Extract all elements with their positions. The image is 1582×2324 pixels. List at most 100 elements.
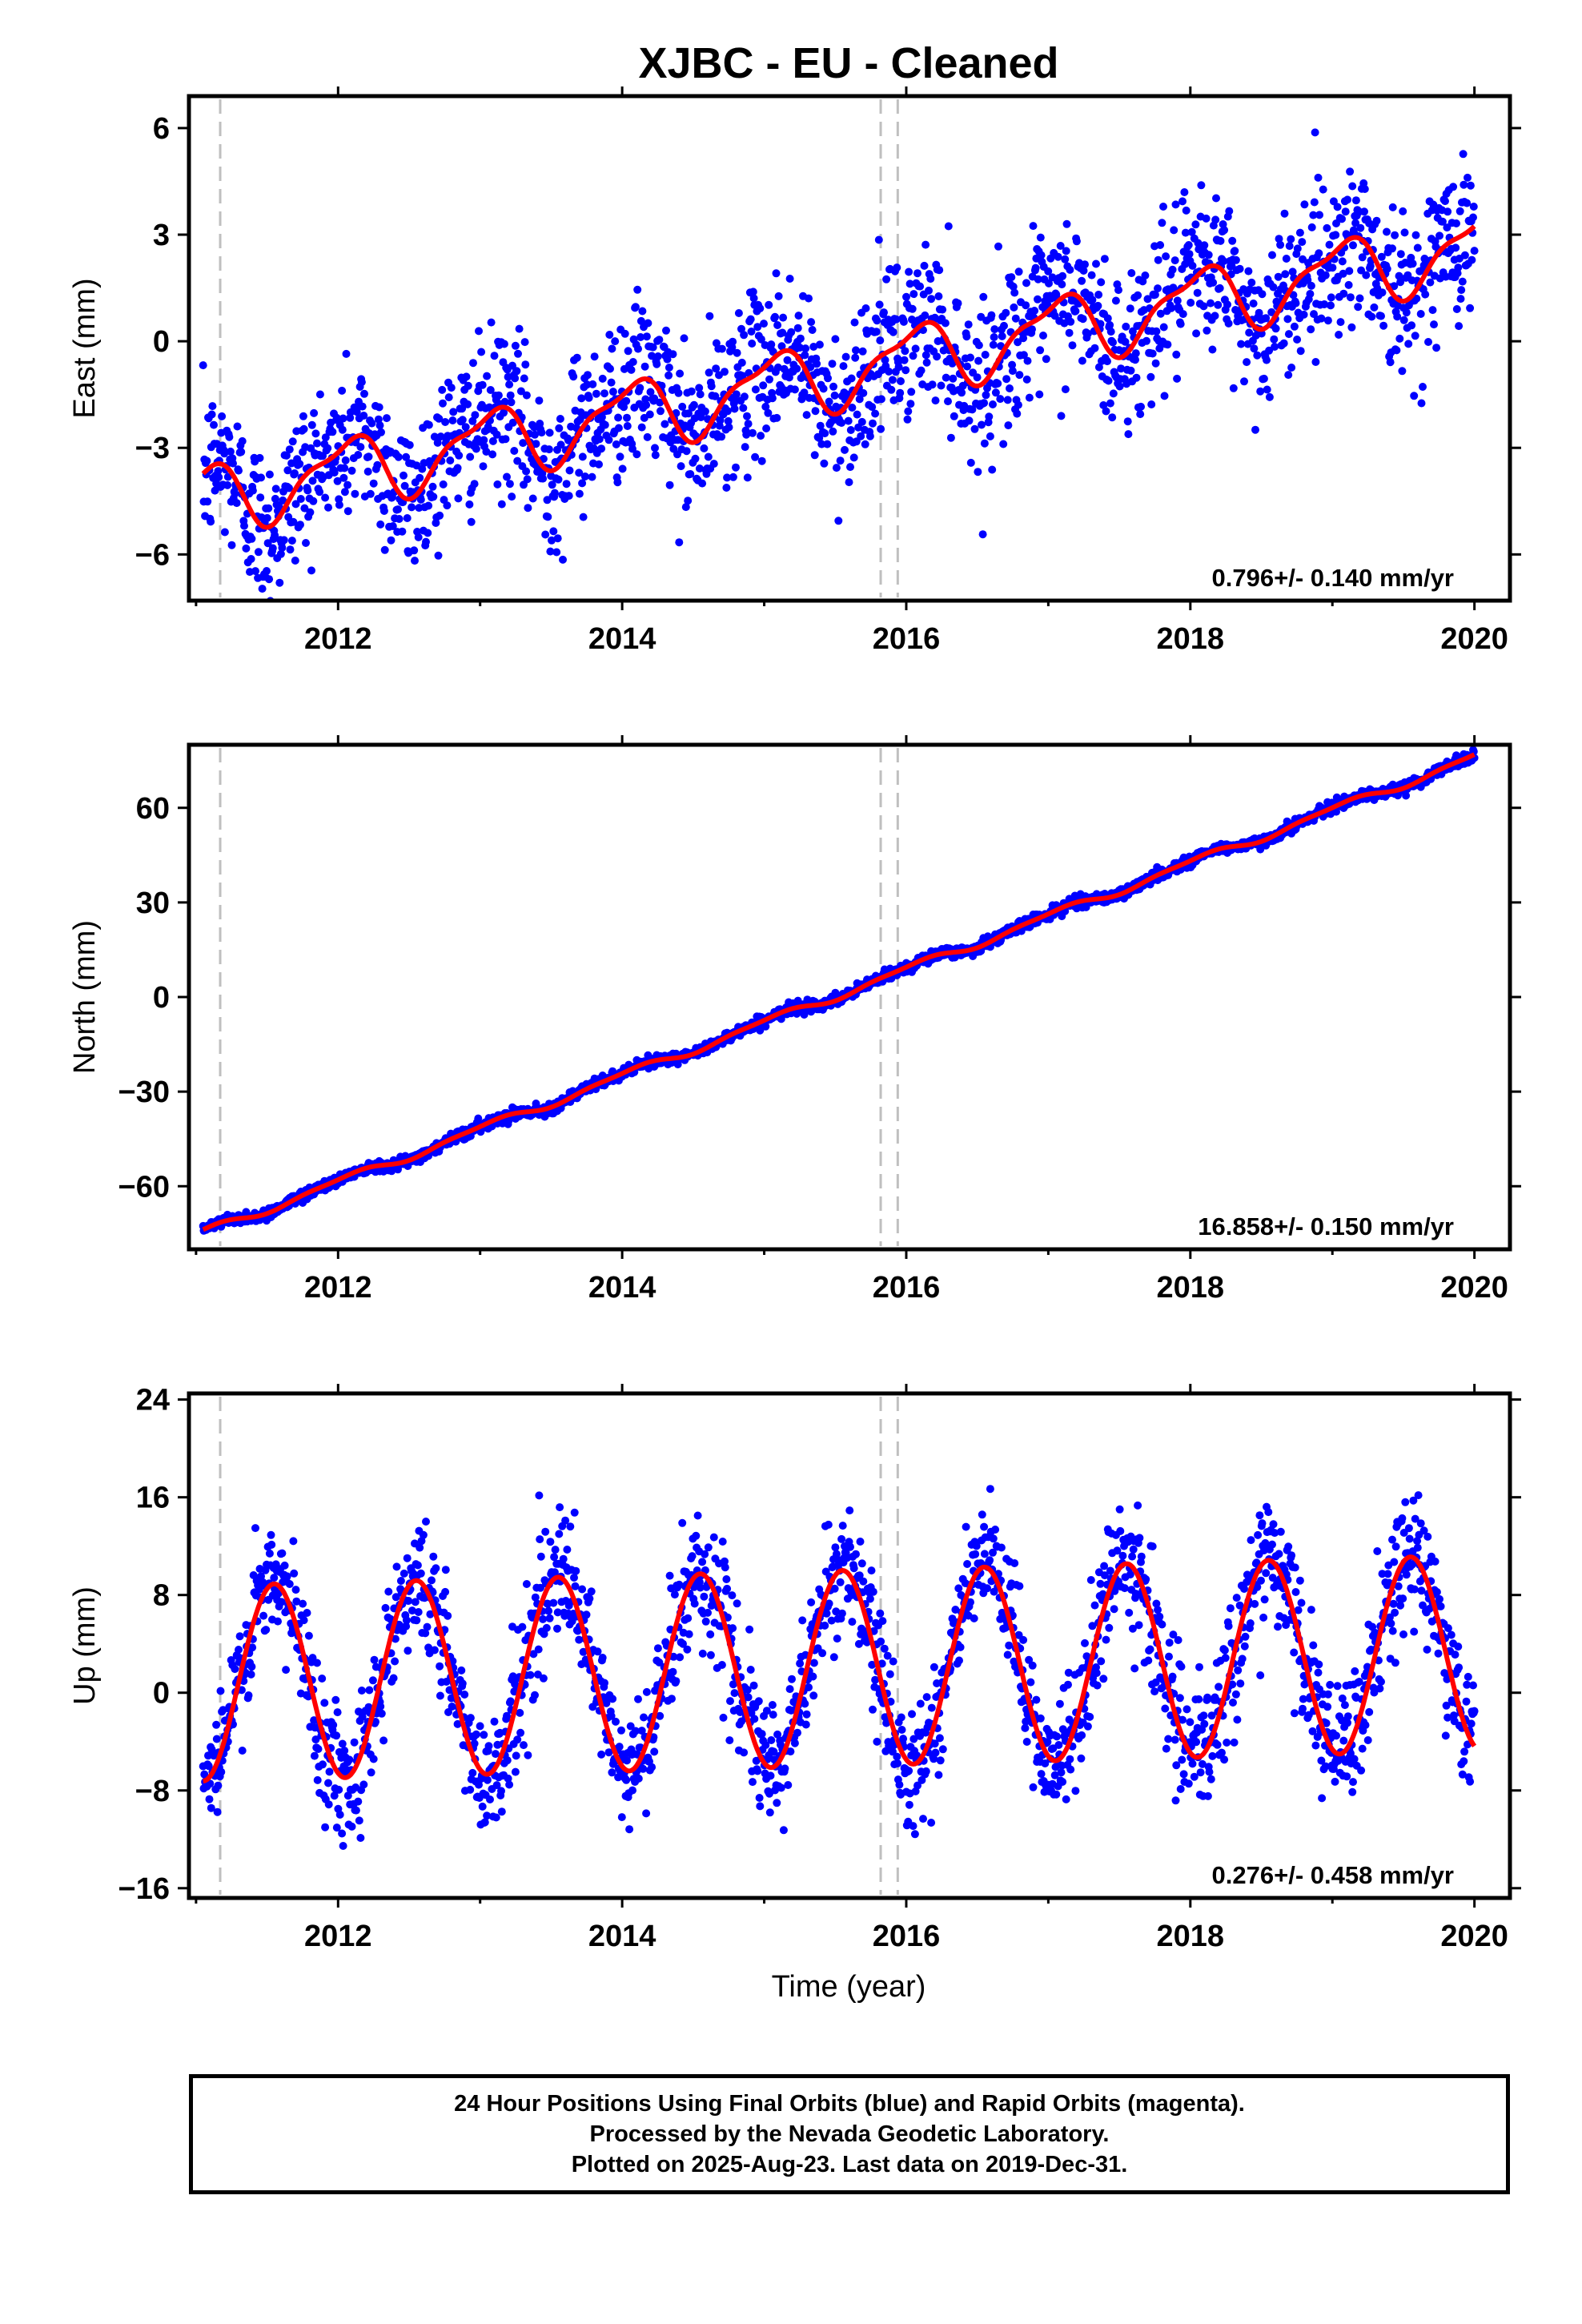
data-point	[607, 378, 616, 387]
data-point	[1180, 188, 1189, 196]
data-point	[614, 413, 623, 422]
data-point	[801, 344, 810, 353]
data-point	[892, 315, 901, 324]
data-point	[762, 424, 771, 432]
data-point	[1158, 219, 1166, 227]
data-point	[1111, 296, 1120, 305]
data-point	[946, 433, 955, 442]
data-point	[582, 1610, 591, 1619]
data-point	[354, 1797, 363, 1806]
data-point	[508, 418, 517, 427]
data-point	[1323, 223, 1331, 232]
data-point	[1243, 358, 1251, 367]
data-point	[1094, 363, 1103, 372]
data-point	[423, 640, 431, 648]
data-point	[408, 503, 416, 512]
x-tick-label: 2020	[1440, 1271, 1508, 1305]
data-point	[1345, 267, 1354, 275]
data-point	[1287, 364, 1296, 372]
data-point	[325, 1767, 334, 1776]
data-point	[477, 348, 486, 356]
data-point	[996, 395, 1005, 404]
data-point	[1207, 299, 1215, 308]
fit-line	[201, 224, 1476, 530]
data-point	[783, 356, 792, 364]
data-point	[1007, 273, 1016, 282]
data-point	[541, 1527, 550, 1536]
data-point	[329, 1721, 338, 1729]
data-point	[411, 557, 419, 565]
data-point	[1106, 320, 1114, 329]
data-point	[857, 417, 866, 426]
data-point	[290, 1569, 299, 1578]
data-point	[732, 463, 740, 472]
data-point	[1454, 263, 1463, 272]
data-point	[274, 1617, 282, 1626]
y-tick-label: 60	[136, 792, 170, 826]
data-point	[617, 1726, 625, 1735]
data-point	[539, 1674, 548, 1683]
data-point	[380, 545, 389, 554]
data-point	[511, 374, 520, 383]
data-point	[339, 473, 348, 482]
data-point	[1336, 318, 1345, 327]
data-point	[600, 1679, 608, 1687]
data-point	[247, 1670, 255, 1679]
data-point	[1202, 214, 1211, 223]
data-point	[1269, 283, 1278, 292]
data-point	[544, 1606, 553, 1615]
data-point	[384, 1587, 393, 1596]
data-point	[852, 437, 861, 446]
data-point	[1335, 331, 1343, 339]
data-point	[1263, 385, 1271, 394]
data-point	[1103, 357, 1111, 366]
data-point	[555, 424, 564, 432]
data-point	[638, 307, 647, 316]
data-point	[424, 529, 432, 537]
data-point	[1388, 244, 1396, 253]
data-point	[578, 452, 587, 461]
data-point	[1186, 299, 1195, 307]
data-point	[811, 407, 820, 416]
data-point	[1399, 207, 1407, 215]
data-point	[414, 1608, 423, 1616]
data-point	[1132, 373, 1141, 382]
data-point	[319, 1760, 327, 1769]
data-point	[1323, 316, 1332, 325]
data-point	[885, 368, 893, 376]
data-point	[505, 380, 514, 389]
data-point	[1370, 303, 1379, 312]
data-point	[858, 347, 867, 356]
data-point	[443, 501, 452, 510]
data-point	[1079, 267, 1088, 275]
data-point	[1114, 286, 1122, 295]
data-point	[1338, 215, 1346, 223]
figure-title: XJBC - EU - Cleaned	[638, 39, 1058, 87]
data-point	[484, 1742, 493, 1751]
data-point	[974, 341, 983, 350]
data-point	[931, 396, 940, 405]
data-point	[1061, 255, 1070, 263]
data-point	[1006, 384, 1014, 392]
data-point	[392, 1562, 401, 1571]
data-point	[1004, 421, 1013, 430]
data-point	[338, 1829, 347, 1838]
data-point	[1283, 315, 1292, 324]
data-point	[1413, 243, 1422, 252]
data-point	[212, 1735, 221, 1743]
data-point	[404, 1647, 412, 1655]
data-point	[668, 1695, 676, 1703]
data-point	[904, 407, 913, 416]
data-point	[365, 1686, 374, 1695]
data-point	[255, 453, 264, 462]
data-point	[315, 488, 324, 497]
data-point	[314, 1745, 323, 1753]
data-point	[676, 369, 685, 378]
data-point	[1225, 207, 1234, 215]
data-point	[286, 545, 295, 554]
data-point	[623, 422, 632, 430]
data-point	[363, 467, 372, 476]
data-point	[291, 1586, 300, 1594]
data-point	[645, 410, 654, 419]
data-point	[332, 413, 341, 422]
